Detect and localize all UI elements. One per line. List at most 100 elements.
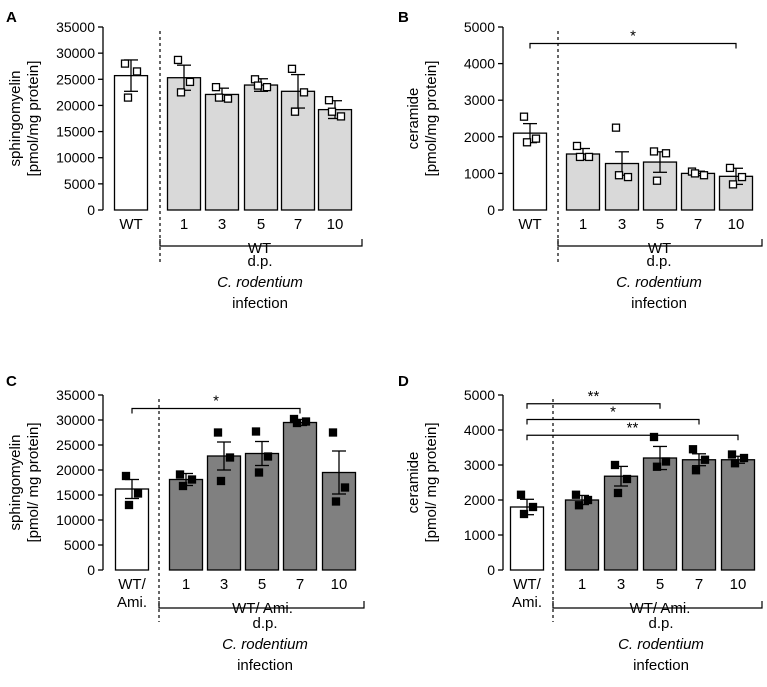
data-point <box>211 82 221 92</box>
data-point <box>572 141 582 151</box>
y-tick-label: 0 <box>487 202 495 218</box>
data-point <box>688 445 698 454</box>
y-tick-label: 20000 <box>56 462 95 478</box>
data-point <box>132 67 142 76</box>
x-tick-label: 10 <box>331 576 348 593</box>
x-tick-label: 5 <box>656 216 664 233</box>
y-axis-label: sphingomyelin <box>7 71 24 167</box>
data-point <box>652 176 662 185</box>
chart-panel-d: 0 1000 2000 3000 4000 5000 ceramide [pmol/ mg p… <box>405 387 763 674</box>
significance-label: * <box>610 404 616 421</box>
data-point <box>528 502 538 512</box>
bar <box>166 77 202 211</box>
x-tick-label: 1 <box>579 216 587 233</box>
y-tick-label: 2000 <box>464 129 495 145</box>
significance-bracket <box>526 434 739 441</box>
y-tick-label: 15000 <box>56 124 95 140</box>
data-point <box>123 93 133 102</box>
data-point <box>133 489 143 498</box>
caption-organism: C. rodentium <box>222 636 308 653</box>
caption-organism: C. rodentium <box>618 636 704 653</box>
data-point <box>216 476 226 486</box>
data-point <box>614 171 624 180</box>
x-tick-label: 7 <box>294 216 302 233</box>
data-point <box>336 112 346 121</box>
data-point <box>649 432 659 442</box>
x-tick-label: 10 <box>730 576 747 593</box>
panel-letter-c: C <box>6 373 17 390</box>
y-tick-label: 3000 <box>464 457 495 473</box>
caption-dp: d.p. <box>646 253 671 270</box>
significance-bracket <box>529 42 737 49</box>
data-point <box>301 417 311 426</box>
data-point <box>583 495 593 505</box>
caption-dp: d.p. <box>252 615 277 632</box>
bar <box>565 153 601 211</box>
x-tick-label: 5 <box>656 576 664 593</box>
y-tick-label: 0 <box>87 562 95 578</box>
data-point <box>175 470 185 479</box>
data-point <box>739 453 749 463</box>
y-tick-label: 25000 <box>56 71 95 87</box>
data-point <box>120 59 130 68</box>
x-tick-label: 7 <box>695 576 703 593</box>
y-tick-label: 5000 <box>64 176 95 192</box>
data-point <box>519 509 529 519</box>
data-point <box>223 94 233 103</box>
significance-bracket <box>131 407 301 414</box>
y-axis-label: [pmol/ mg protein] <box>423 422 440 542</box>
data-point <box>611 123 621 132</box>
y-tick-label: 5000 <box>64 537 95 553</box>
data-point <box>649 147 659 156</box>
y-tick-label: 4000 <box>464 422 495 438</box>
caption-organism: C. rodentium <box>616 274 702 291</box>
bar <box>317 108 353 211</box>
bar <box>204 93 240 211</box>
data-point <box>516 490 526 499</box>
data-point <box>324 96 334 105</box>
y-axis-label: [pmol/ mg protein] <box>25 422 42 542</box>
caption-infection: infection <box>633 657 689 674</box>
data-point <box>299 88 309 97</box>
x-tick-label: 1 <box>180 216 188 233</box>
x-tick-label: 3 <box>618 216 626 233</box>
data-point <box>571 490 581 499</box>
data-point <box>253 81 263 90</box>
data-point <box>225 453 235 462</box>
x-tick-label: WT <box>119 216 142 233</box>
significance-label: ** <box>588 388 600 405</box>
data-point <box>522 138 532 147</box>
x-tick-label: Ami. <box>512 594 542 611</box>
y-tick-label: 20000 <box>56 97 95 113</box>
data-point <box>340 483 350 492</box>
bar <box>680 172 716 211</box>
panel-letter-d: D <box>398 373 409 390</box>
chart-panel-a: 0 5000 10000 15000 20000 25000 30000 35000 sphin… <box>7 19 363 312</box>
data-point <box>613 488 623 498</box>
y-tick-label: 2000 <box>464 492 495 508</box>
x-tick-label: 10 <box>327 216 344 233</box>
group-label: WT <box>648 240 671 257</box>
data-point <box>661 457 671 466</box>
group-bracket <box>159 239 363 247</box>
y-tick-label: 30000 <box>56 412 95 428</box>
y-axis-label: ceramide <box>405 452 422 514</box>
y-tick-label: 10000 <box>56 512 95 528</box>
bar <box>243 84 279 211</box>
y-tick-label: 1000 <box>464 165 495 181</box>
x-tick-label: 1 <box>578 576 586 593</box>
x-tick-label: 7 <box>694 216 702 233</box>
caption-organism: C. rodentium <box>217 274 303 291</box>
data-point <box>187 475 197 484</box>
data-point <box>214 93 224 102</box>
y-axis-label: ceramide <box>405 88 422 150</box>
data-point <box>727 450 737 459</box>
data-point <box>173 55 183 65</box>
group-bracket <box>552 601 763 609</box>
data-point <box>690 169 700 178</box>
data-point <box>610 460 620 470</box>
data-point <box>725 163 735 173</box>
caption-infection: infection <box>237 657 293 674</box>
data-point <box>699 171 709 180</box>
